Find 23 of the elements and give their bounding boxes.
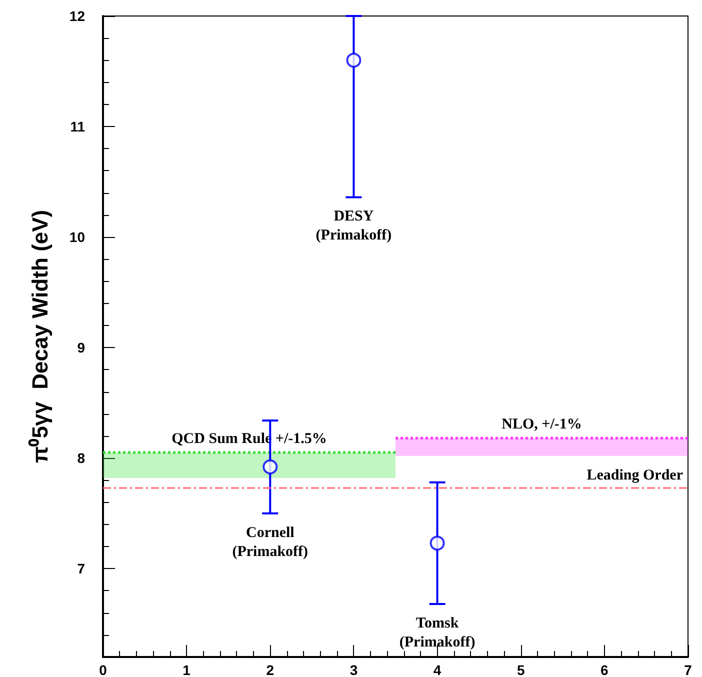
x-tick-label: 1 xyxy=(182,662,191,677)
x-tick-label: 2 xyxy=(266,662,274,677)
series-label: NLO, +/-1% xyxy=(502,416,582,433)
x-tick-label: 0 xyxy=(99,662,108,677)
annotation: Cornell (Primakoff) xyxy=(232,524,308,560)
x-tick-label: 7 xyxy=(684,662,692,677)
annotation: Tomsk (Primakoff) xyxy=(399,615,476,650)
x-tick-label: 4 xyxy=(433,662,442,677)
y-tick-label: 7 xyxy=(77,560,86,577)
x-tick-label: 6 xyxy=(600,662,609,677)
y-tick-label: 11 xyxy=(70,118,86,135)
point xyxy=(430,536,445,551)
y-tick-label: 10 xyxy=(69,229,86,246)
point xyxy=(262,459,278,474)
point xyxy=(346,52,362,68)
y-tick-label: 9 xyxy=(77,340,86,356)
ref-line-label: Leading Order xyxy=(586,467,684,484)
y-tick-label: 8 xyxy=(77,450,86,466)
x-tick-label: 5 xyxy=(516,662,525,677)
annotation: DESY (Primakoff) xyxy=(316,208,392,244)
y-axis-title: π⁰5γγ Decay Width (eV) xyxy=(28,210,52,464)
x-tick-label: 3 xyxy=(350,662,358,677)
y-tick-label: 12 xyxy=(69,8,86,24)
